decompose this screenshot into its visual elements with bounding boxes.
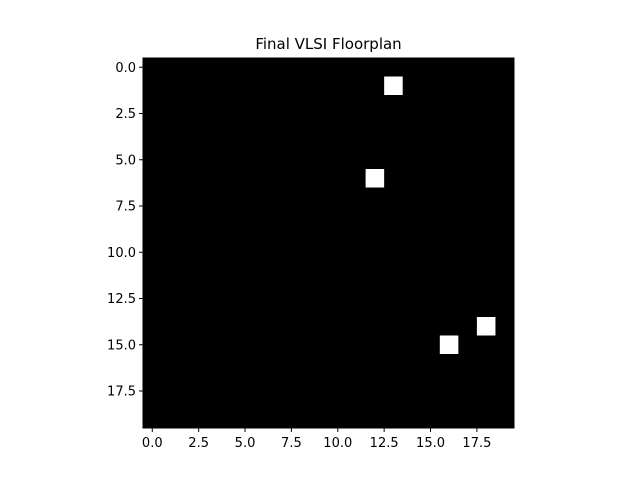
y-tick-label: 15.0	[107, 338, 136, 353]
y-tick-label: 2.5	[115, 107, 136, 122]
y-tick-label: 5.0	[115, 153, 136, 168]
x-tick-label: 15.0	[416, 436, 445, 451]
y-tick-label: 0.0	[115, 61, 136, 76]
y-tick-label: 10.0	[107, 246, 136, 261]
y-tick-label: 7.5	[115, 200, 136, 215]
heatmap-cell	[365, 169, 385, 188]
x-tick-label: 2.5	[188, 436, 209, 451]
heatmap-cell	[476, 317, 496, 336]
chart-title: Final VLSI Floorplan	[255, 35, 401, 53]
heatmap-cells	[365, 76, 496, 354]
y-tick-label: 17.5	[107, 385, 136, 400]
heatmap-cell	[439, 335, 459, 354]
y-tick-label: 12.5	[107, 292, 136, 307]
x-axis: 0.0 2.5 5.0 7.5 10.0 12.5 15.0 17.5	[142, 428, 491, 451]
heatmap-cell	[384, 76, 403, 95]
axes-frame	[142, 57, 515, 429]
heatmap-background	[143, 58, 514, 428]
x-tick-label: 17.5	[462, 436, 491, 451]
y-axis: 0.0 2.5 5.0 7.5 10.0 12.5 15.0 17.5	[107, 61, 143, 400]
x-tick-label: 12.5	[370, 436, 399, 451]
x-tick-label: 7.5	[281, 436, 302, 451]
x-tick-label: 5.0	[235, 436, 256, 451]
x-tick-label: 10.0	[323, 436, 352, 451]
x-tick-label: 0.0	[142, 436, 163, 451]
